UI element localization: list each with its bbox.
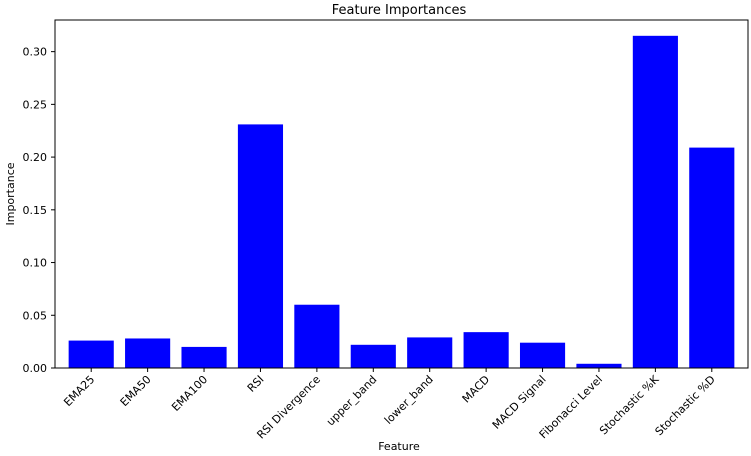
- bar-9: [576, 363, 622, 368]
- x-tick-label: lower_band: [382, 373, 436, 427]
- y-tick-label: 0.05: [23, 309, 48, 322]
- x-tick-label: Stochastic %K: [597, 372, 662, 437]
- x-tick-label: Stochastic %D: [653, 373, 718, 438]
- x-tick-label: EMA50: [118, 373, 154, 409]
- bar-8: [519, 342, 566, 368]
- y-axis-title: Importance: [4, 162, 17, 225]
- bar-10: [632, 35, 678, 369]
- bars-group: [68, 35, 735, 369]
- plot-frame: [54, 19, 749, 369]
- bar-3: [237, 124, 284, 369]
- x-tick-label: MACD Signal: [490, 373, 549, 432]
- bar-6: [407, 337, 453, 368]
- bar-2: [181, 346, 227, 368]
- x-tick-label: EMA100: [169, 373, 210, 414]
- bar-7: [463, 332, 509, 368]
- bar-4: [294, 304, 340, 368]
- bar-11: [689, 147, 735, 368]
- x-axis-title: Feature: [378, 440, 420, 453]
- x-tick-label: upper_band: [324, 373, 379, 428]
- y-tick-label: 0.10: [23, 257, 48, 270]
- y-tick-label: 0.30: [23, 46, 48, 59]
- y-tick-label: 0.15: [23, 204, 48, 217]
- y-axis: 0.00 0.05 0.10 0.15 0.20 0.25 0.30: [23, 46, 55, 375]
- bar-5: [350, 344, 396, 368]
- y-tick-label: 0.25: [23, 98, 48, 111]
- x-tick-label: MACD: [460, 373, 493, 406]
- y-tick-label: 0.20: [23, 151, 48, 164]
- bar-1: [125, 338, 171, 368]
- x-tick-label: EMA25: [61, 373, 97, 409]
- y-tick-label: 0.00: [23, 362, 48, 375]
- x-tick-label: RSI: [245, 373, 267, 395]
- bar-0: [68, 340, 114, 368]
- chart-title: Feature Importances: [332, 3, 467, 18]
